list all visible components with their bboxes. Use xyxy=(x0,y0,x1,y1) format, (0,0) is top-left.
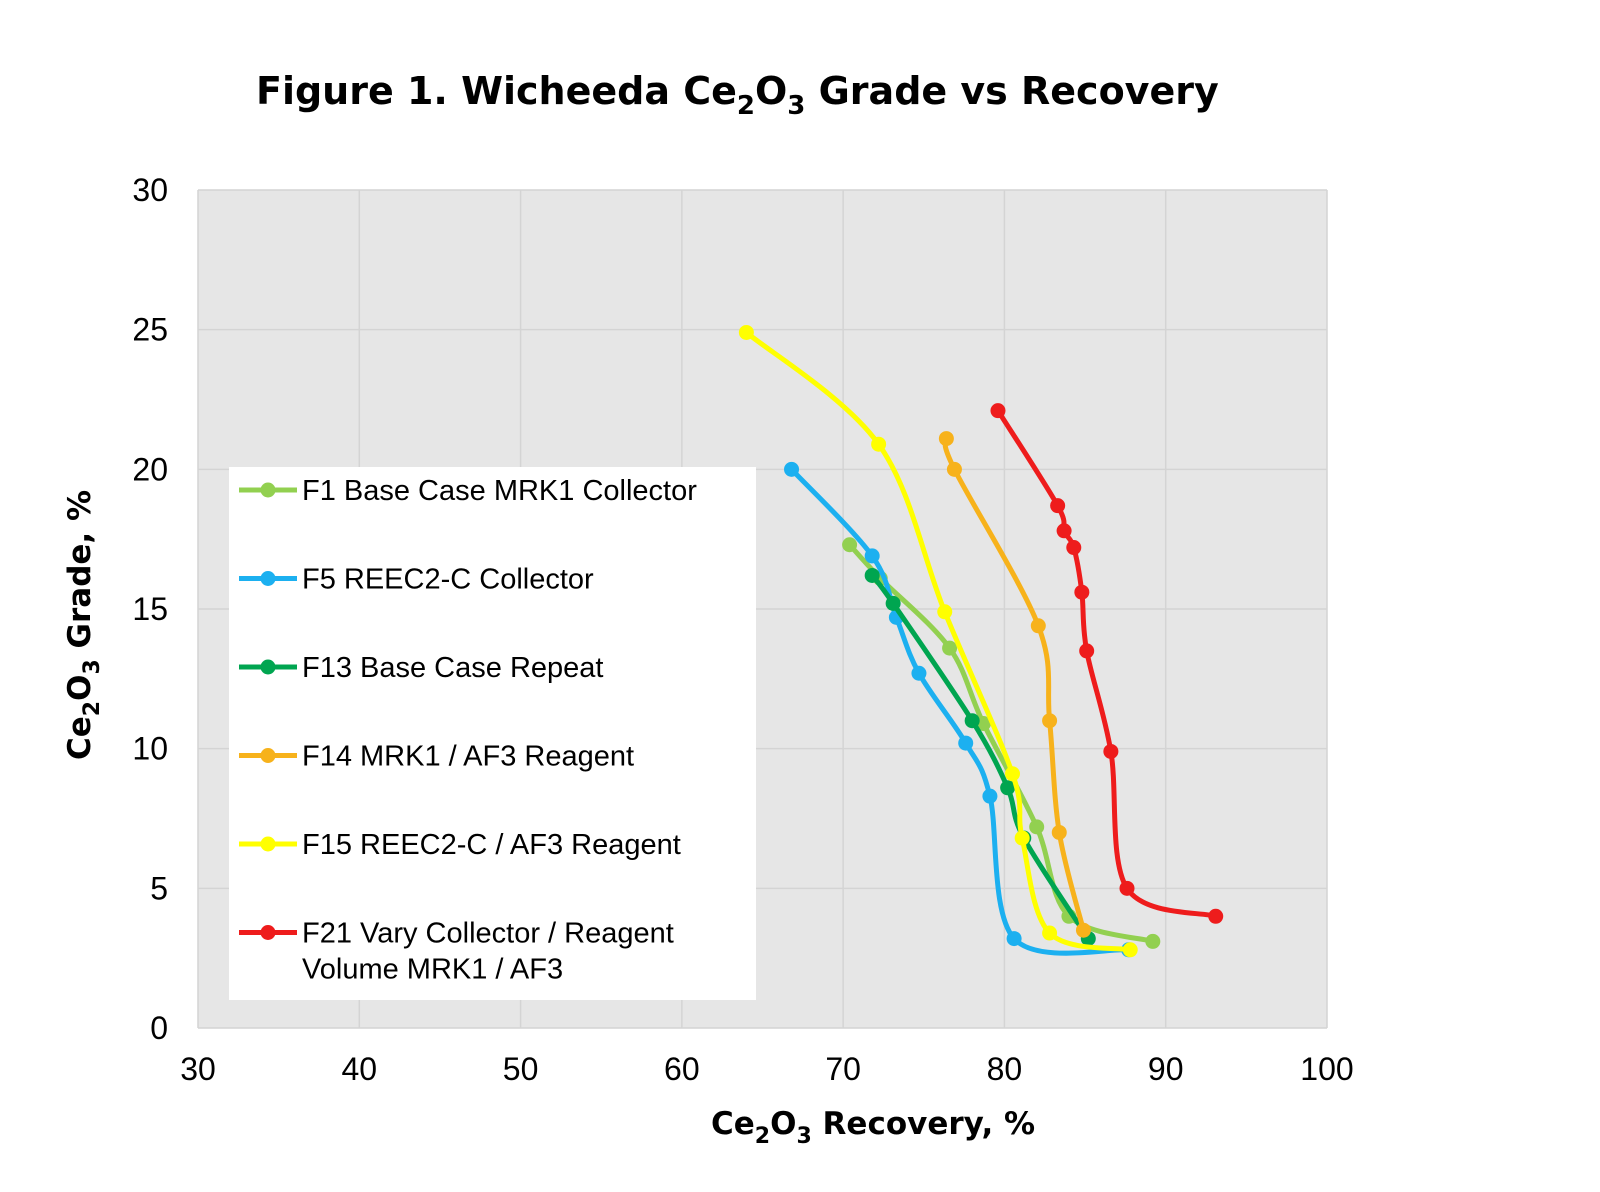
legend-swatch-marker xyxy=(260,748,276,763)
data-point xyxy=(1050,498,1066,514)
data-point xyxy=(842,537,858,553)
series-line xyxy=(995,408,1219,919)
legend-label: F1 Base Case MRK1 Collector xyxy=(302,475,697,507)
x-axis-ticks: 30 40 50 60 70 80 90 100 xyxy=(180,1051,1353,1087)
grid xyxy=(197,189,1328,1029)
data-point xyxy=(1066,540,1082,556)
data-point xyxy=(1119,880,1135,896)
legend-swatch-marker xyxy=(260,925,276,940)
data-point xyxy=(938,431,954,447)
data-point xyxy=(1006,931,1022,947)
legend-label: F5 REEC2-C Collector xyxy=(302,564,594,596)
data-point xyxy=(1079,643,1095,659)
data-point xyxy=(1208,908,1224,924)
data-point xyxy=(1122,942,1138,958)
data-point xyxy=(864,567,880,583)
data-point xyxy=(1042,713,1058,729)
x-axis-title: Ce2O3 Recovery, % xyxy=(711,1106,1035,1149)
legend-swatch-marker xyxy=(260,659,276,675)
data-point xyxy=(1075,922,1091,938)
data-point xyxy=(1000,780,1016,796)
y-tick-label: 30 xyxy=(132,172,168,208)
data-point xyxy=(885,595,901,611)
legend-item: F13 Base Case Repeat xyxy=(239,652,603,684)
data-point xyxy=(864,548,880,564)
y-tick-label: 0 xyxy=(150,1010,168,1046)
y-tick-label: 10 xyxy=(132,731,168,767)
data-point xyxy=(990,403,1006,419)
y-tick-label: 20 xyxy=(132,451,168,487)
data-point xyxy=(1030,618,1046,634)
data-point xyxy=(871,436,887,452)
legend-swatch-marker xyxy=(260,482,276,498)
x-tick-label: 90 xyxy=(1148,1051,1184,1087)
chart-title: Figure 1. Wicheeda Ce2O3 Grade vs Recove… xyxy=(256,69,1219,121)
data-point xyxy=(738,324,754,340)
series-3 xyxy=(864,567,1096,947)
legend-label: F14 MRK1 / AF3 Reagent xyxy=(302,741,634,773)
x-tick-label: 60 xyxy=(664,1051,700,1087)
y-tick-label: 5 xyxy=(150,870,168,906)
data-point xyxy=(1074,584,1090,600)
legend-item: F15 REEC2-C / AF3 Reagent xyxy=(239,829,681,861)
legend-item: F5 REEC2-C Collector xyxy=(239,564,594,596)
data-point xyxy=(937,604,953,620)
legend-item: F14 MRK1 / AF3 Reagent xyxy=(239,741,634,773)
data-point xyxy=(958,735,974,751)
data-point xyxy=(784,461,800,477)
legend-item: F21 Vary Collector / Reagent Volume MRK1 … xyxy=(239,918,674,986)
data-series xyxy=(738,324,1224,958)
data-point xyxy=(982,788,998,804)
legend-swatch-marker xyxy=(260,836,276,852)
data-point xyxy=(1103,743,1119,759)
legend-item: F1 Base Case MRK1 Collector xyxy=(239,475,697,507)
y-tick-label: 25 xyxy=(132,312,168,348)
data-point xyxy=(911,665,927,681)
legend-label: F15 REEC2-C / AF3 Reagent xyxy=(302,829,681,861)
x-tick-label: 30 xyxy=(180,1051,216,1087)
x-tick-label: 40 xyxy=(341,1051,377,1087)
y-axis-title: Ce2O3 Grade, % xyxy=(62,490,105,760)
series-5 xyxy=(738,324,1138,958)
y-tick-label: 15 xyxy=(132,591,168,627)
x-tick-label: 70 xyxy=(825,1051,861,1087)
data-point xyxy=(1004,766,1020,782)
data-point xyxy=(946,461,962,477)
legend-label: F13 Base Case Repeat xyxy=(302,652,603,684)
data-point xyxy=(1051,824,1067,840)
data-point xyxy=(1056,523,1072,539)
data-point xyxy=(1029,819,1045,835)
data-point xyxy=(1145,933,1161,949)
legend-swatch-marker xyxy=(260,571,276,586)
data-point xyxy=(964,713,980,729)
x-tick-label: 80 xyxy=(987,1051,1023,1087)
series-4 xyxy=(938,431,1091,938)
legend-box xyxy=(229,467,756,1000)
legend-label-line2: Volume MRK1 / AF3 xyxy=(302,954,563,986)
data-point xyxy=(1014,830,1030,846)
data-point xyxy=(1042,925,1058,941)
series-6 xyxy=(990,403,1224,924)
y-axis-ticks: 0 5 10 15 20 25 30 xyxy=(132,172,168,1046)
legend: F1 Base Case MRK1 Collector F5 REEC2-C Co… xyxy=(239,475,697,986)
x-tick-label: 100 xyxy=(1300,1051,1353,1087)
data-point xyxy=(975,716,991,732)
legend-label: F21 Vary Collector / Reagent xyxy=(302,918,674,950)
x-tick-label: 50 xyxy=(503,1051,539,1087)
data-point xyxy=(942,640,958,656)
